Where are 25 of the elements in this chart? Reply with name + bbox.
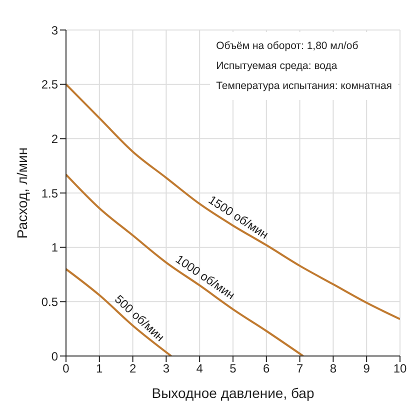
- y-tick-label: 0: [51, 349, 58, 364]
- y-tick-label: 1.5: [41, 186, 58, 200]
- line-series: [66, 174, 304, 356]
- x-tick-label: 8: [330, 362, 337, 376]
- x-tick-label: 5: [230, 362, 237, 376]
- x-tick-label: 9: [363, 362, 370, 376]
- x-tick-label: 3: [162, 362, 170, 376]
- x-tick-label: 4: [196, 362, 204, 376]
- x-tick-label: 6: [263, 362, 270, 376]
- x-tick-label: 10: [393, 362, 407, 376]
- x-tick-label: 2: [129, 362, 136, 376]
- x-tick-label: 0: [62, 362, 70, 376]
- x-tick-label: 1: [96, 362, 104, 376]
- y-tick-label: 1: [51, 240, 58, 255]
- line-series: [66, 268, 172, 356]
- y-tick-label: 2: [51, 132, 58, 146]
- x-axis-title: Выходное давление, бар: [152, 385, 314, 401]
- y-tick-label: 3: [51, 23, 58, 38]
- annotation: Температура испытания: комнатная: [216, 79, 392, 94]
- y-axis-title: Расход, л/мин: [14, 147, 30, 239]
- y-tick-label: 2.5: [41, 78, 58, 92]
- x-tick-label: 7: [296, 362, 304, 376]
- annotation: Испытуемая среда: вода: [216, 59, 338, 74]
- y-tick-label: 0.5: [41, 294, 58, 309]
- annotation: Объём на оборот: 1,80 мл/об: [216, 39, 360, 54]
